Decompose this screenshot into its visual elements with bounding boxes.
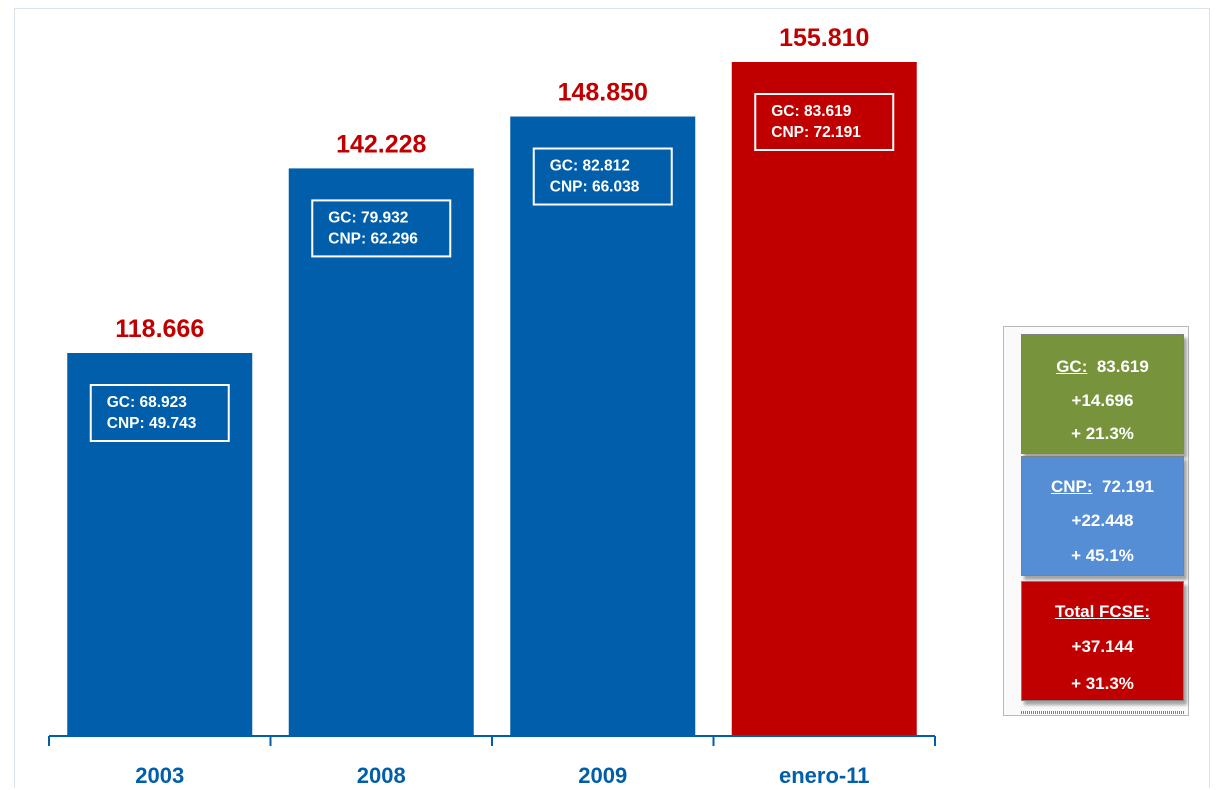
breakdown-cnp-2008: CNP: 62.296 [328, 230, 418, 247]
category-label-2008: 2008 [357, 763, 406, 788]
summary-total-box: Total FCSE: +37.144 + 31.3% [1021, 581, 1184, 701]
summary-gc-percent: + 21.3% [1071, 424, 1134, 443]
breakdown-box-2003 [89, 384, 230, 442]
category-label-2009: 2009 [578, 763, 627, 788]
breakdown-box-2009 [532, 147, 673, 206]
bar-enero-11 [731, 62, 917, 736]
summary-gc-change: +14.696 [1071, 391, 1134, 410]
summary-total-shadow-pattern [1021, 711, 1184, 714]
chart-frame [14, 8, 1210, 788]
summary-cnp-box: CNP: 72.191 +22.448 + 45.1% [1021, 456, 1184, 576]
bar-2009 [510, 116, 696, 737]
summary-gc-box: GC: 83.619 +14.696 + 21.3% [1021, 334, 1184, 454]
summary-total-label: Total FCSE: [1054, 602, 1151, 621]
breakdown-cnp-2009: CNP: 66.038 [550, 179, 640, 196]
breakdown-gc-enero-11: GC: 83.619 [771, 103, 852, 120]
breakdown-cnp-2003: CNP: 49.743 [107, 415, 197, 432]
value-label-2009: 148.850 [558, 79, 648, 107]
breakdown-box-enero-11 [754, 93, 895, 151]
bar-chart: 118.666 GC: 68.923 CNP: 49.743 2003 142.228 G… [48, 24, 936, 788]
bar-2008 [288, 168, 474, 736]
summary-cnp-label: CNP: [1050, 477, 1093, 496]
summary-total-percent: + 31.3% [1071, 674, 1134, 693]
category-label-2003: 2003 [135, 763, 184, 788]
breakdown-gc-2009: GC: 82.812 [550, 158, 630, 175]
breakdown-gc-2003: GC: 68.923 [107, 394, 188, 411]
summary-cnp-percent: + 45.1% [1071, 546, 1134, 565]
summary-gc-label: GC: [1056, 357, 1088, 376]
category-label-enero-11: enero-11 [779, 763, 870, 788]
value-label-enero-11: 155.810 [779, 24, 869, 52]
summary-total-change: +37.144 [1071, 637, 1134, 656]
breakdown-cnp-enero-11: CNP: 72.191 [771, 124, 861, 141]
breakdown-gc-2008: GC: 79.932 [328, 209, 408, 226]
summary-cnp-value: 72.191 [1102, 477, 1154, 496]
breakdown-box-2008 [311, 199, 452, 258]
summary-panel: GC: 83.619 +14.696 + 21.3% CNP: 72.191 +… [1003, 326, 1189, 716]
summary-cnp-change: +22.448 [1071, 511, 1134, 530]
value-label-2008: 142.228 [336, 130, 426, 158]
value-label-2003: 118.666 [115, 315, 204, 343]
bar-2003 [67, 353, 253, 736]
summary-gc-value: 83.619 [1096, 357, 1149, 376]
